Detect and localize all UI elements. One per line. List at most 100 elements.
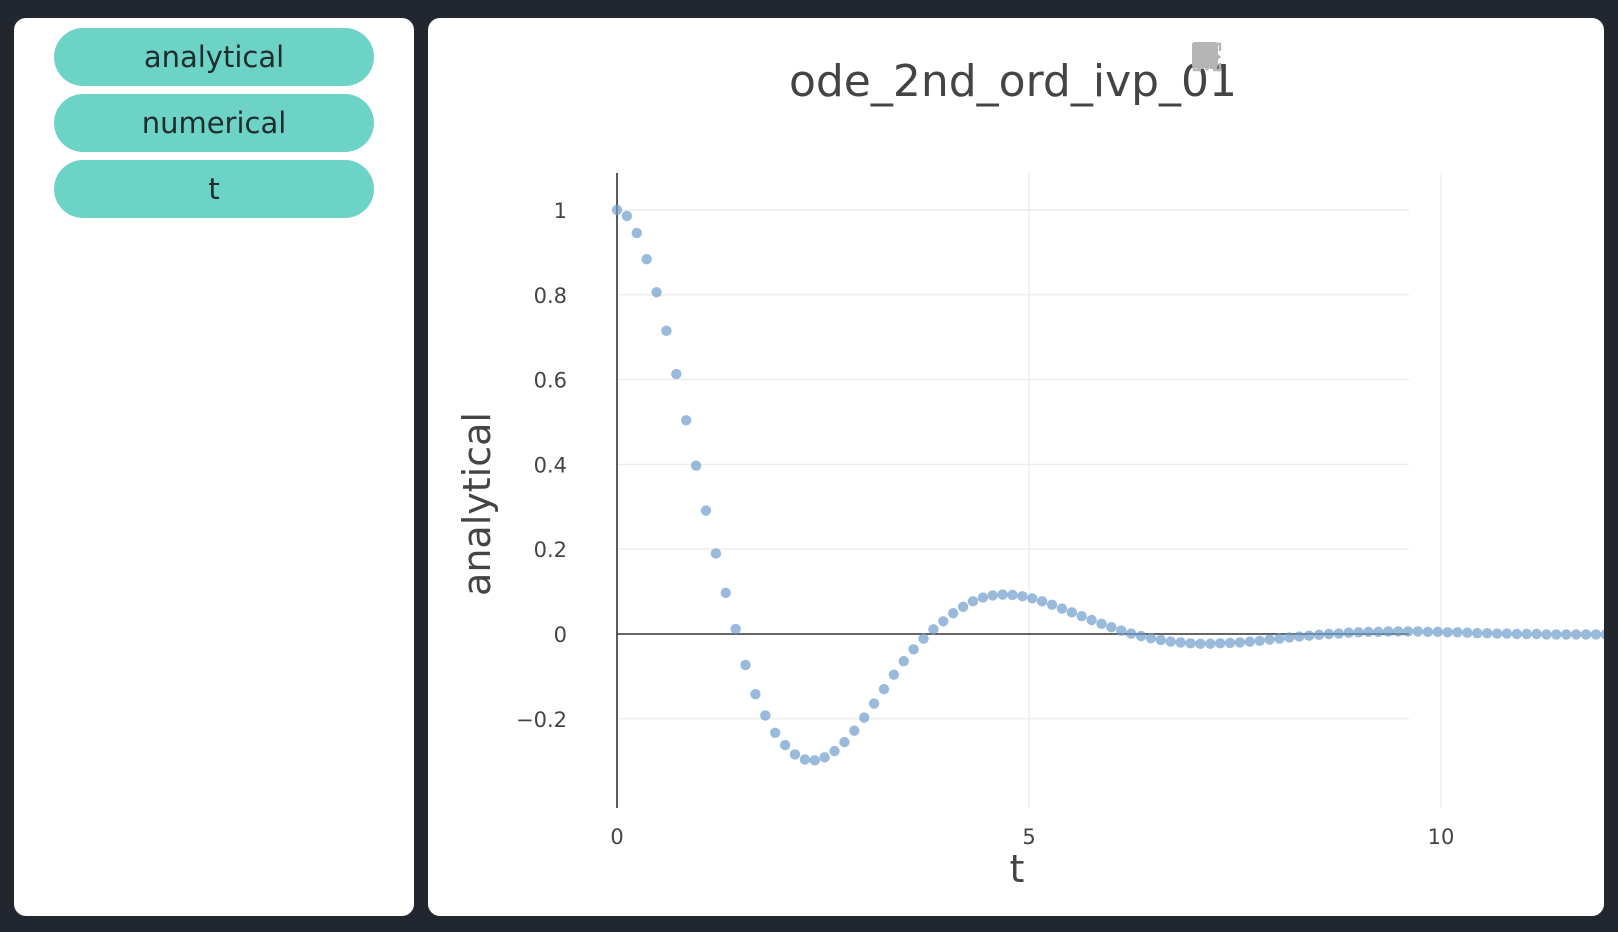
zoom-out-button[interactable] bbox=[1192, 42, 1502, 78]
variable-button-analytical[interactable]: analytical bbox=[54, 28, 374, 86]
variable-button-numerical[interactable]: numerical bbox=[54, 94, 374, 152]
data-point[interactable] bbox=[967, 596, 979, 607]
data-point[interactable] bbox=[1284, 632, 1295, 643]
data-point[interactable] bbox=[1343, 627, 1354, 638]
data-point[interactable] bbox=[1086, 614, 1097, 626]
data-point[interactable] bbox=[977, 592, 989, 603]
data-point[interactable] bbox=[1392, 626, 1404, 637]
autoscale-button[interactable] bbox=[1192, 42, 1550, 78]
data-point[interactable] bbox=[1244, 636, 1256, 647]
data-point[interactable] bbox=[1125, 628, 1137, 639]
data-point[interactable] bbox=[839, 736, 850, 748]
data-point[interactable] bbox=[700, 505, 712, 516]
data-point[interactable] bbox=[1195, 638, 1206, 649]
data-point[interactable] bbox=[1294, 631, 1305, 642]
data-point[interactable] bbox=[1106, 622, 1117, 633]
data-point[interactable] bbox=[1481, 627, 1493, 639]
data-point[interactable] bbox=[1580, 629, 1592, 640]
data-point[interactable] bbox=[1214, 638, 1226, 649]
data-point[interactable] bbox=[1175, 637, 1186, 648]
data-point[interactable] bbox=[997, 589, 1008, 600]
data-point[interactable] bbox=[1600, 629, 1604, 640]
data-point[interactable] bbox=[760, 710, 771, 721]
data-point[interactable] bbox=[819, 752, 830, 763]
data-point[interactable] bbox=[1462, 627, 1473, 638]
data-point[interactable] bbox=[1116, 625, 1127, 636]
data-point[interactable] bbox=[1046, 599, 1058, 610]
data-point[interactable] bbox=[987, 590, 998, 601]
data-point[interactable] bbox=[730, 623, 741, 635]
reset-axes-button[interactable] bbox=[1193, 42, 1598, 78]
data-point[interactable] bbox=[1333, 628, 1345, 639]
data-point[interactable] bbox=[849, 725, 860, 736]
data-point[interactable] bbox=[740, 659, 751, 671]
data-point[interactable] bbox=[1076, 610, 1087, 622]
data-point[interactable] bbox=[770, 727, 781, 738]
data-point[interactable] bbox=[750, 689, 761, 700]
data-point[interactable] bbox=[1363, 626, 1374, 638]
data-point[interactable] bbox=[1353, 627, 1364, 638]
data-point[interactable] bbox=[671, 368, 682, 380]
data-point[interactable] bbox=[1145, 633, 1157, 644]
data-point[interactable] bbox=[1007, 589, 1018, 601]
data-point[interactable] bbox=[829, 745, 840, 757]
data-point[interactable] bbox=[1383, 626, 1394, 637]
data-point[interactable] bbox=[1234, 637, 1246, 648]
data-point[interactable] bbox=[918, 633, 929, 644]
data-point[interactable] bbox=[1432, 626, 1443, 638]
data-point[interactable] bbox=[1561, 629, 1572, 640]
data-point[interactable] bbox=[1373, 626, 1384, 638]
data-point[interactable] bbox=[1224, 637, 1236, 649]
data-point[interactable] bbox=[1452, 627, 1463, 638]
data-point[interactable] bbox=[1254, 635, 1265, 646]
data-point[interactable] bbox=[641, 253, 652, 265]
data-point[interactable] bbox=[779, 739, 791, 751]
data-point[interactable] bbox=[1472, 627, 1483, 639]
data-point[interactable] bbox=[710, 548, 722, 559]
data-point[interactable] bbox=[1501, 628, 1513, 639]
data-point[interactable] bbox=[690, 460, 702, 471]
data-point[interactable] bbox=[1531, 628, 1542, 640]
scatter-plot[interactable]: 1 0.8 0.6 0.4 0.2 0 −0.2 0 5 10 ode_2nd_ord_ivp_0… bbox=[428, 18, 1604, 916]
data-point[interactable] bbox=[1442, 627, 1453, 638]
data-point[interactable] bbox=[1017, 591, 1028, 602]
data-point[interactable] bbox=[888, 669, 900, 680]
data-point[interactable] bbox=[1185, 638, 1196, 649]
data-point[interactable] bbox=[859, 712, 870, 723]
data-point[interactable] bbox=[1511, 628, 1523, 640]
data-point[interactable] bbox=[1274, 633, 1285, 644]
data-point[interactable] bbox=[1551, 629, 1562, 640]
data-point[interactable] bbox=[1066, 607, 1078, 618]
data-point[interactable] bbox=[611, 204, 623, 216]
data-point[interactable] bbox=[621, 210, 633, 222]
data-point[interactable] bbox=[681, 415, 692, 426]
zoom-in-button[interactable] bbox=[1192, 42, 1454, 78]
data-point[interactable] bbox=[1313, 629, 1325, 641]
data-point[interactable] bbox=[1096, 618, 1107, 630]
data-point[interactable] bbox=[1412, 626, 1424, 637]
data-point[interactable] bbox=[1570, 629, 1582, 640]
data-point[interactable] bbox=[1323, 628, 1335, 640]
data-point[interactable] bbox=[898, 655, 909, 667]
data-point[interactable] bbox=[928, 624, 939, 635]
zoom-button[interactable] bbox=[1193, 42, 1358, 78]
data-point[interactable] bbox=[1491, 628, 1503, 639]
data-point[interactable] bbox=[1056, 603, 1068, 614]
data-point[interactable] bbox=[1205, 638, 1216, 649]
data-point[interactable] bbox=[631, 227, 642, 239]
pan-button[interactable] bbox=[1193, 42, 1406, 78]
data-point[interactable] bbox=[1155, 634, 1167, 646]
data-point[interactable] bbox=[651, 287, 662, 298]
data-point[interactable] bbox=[1590, 629, 1602, 640]
data-point[interactable] bbox=[938, 616, 949, 627]
data-point[interactable] bbox=[799, 754, 811, 765]
data-point[interactable] bbox=[789, 749, 801, 760]
data-point[interactable] bbox=[720, 587, 731, 599]
data-point[interactable] bbox=[1422, 626, 1434, 638]
data-point[interactable] bbox=[1165, 636, 1176, 647]
data-point[interactable] bbox=[1541, 629, 1552, 640]
variable-button-t[interactable]: t bbox=[54, 160, 374, 218]
line-mode-button[interactable] bbox=[1193, 42, 1288, 78]
data-point[interactable] bbox=[1135, 630, 1147, 642]
data-point[interactable] bbox=[1521, 628, 1532, 640]
